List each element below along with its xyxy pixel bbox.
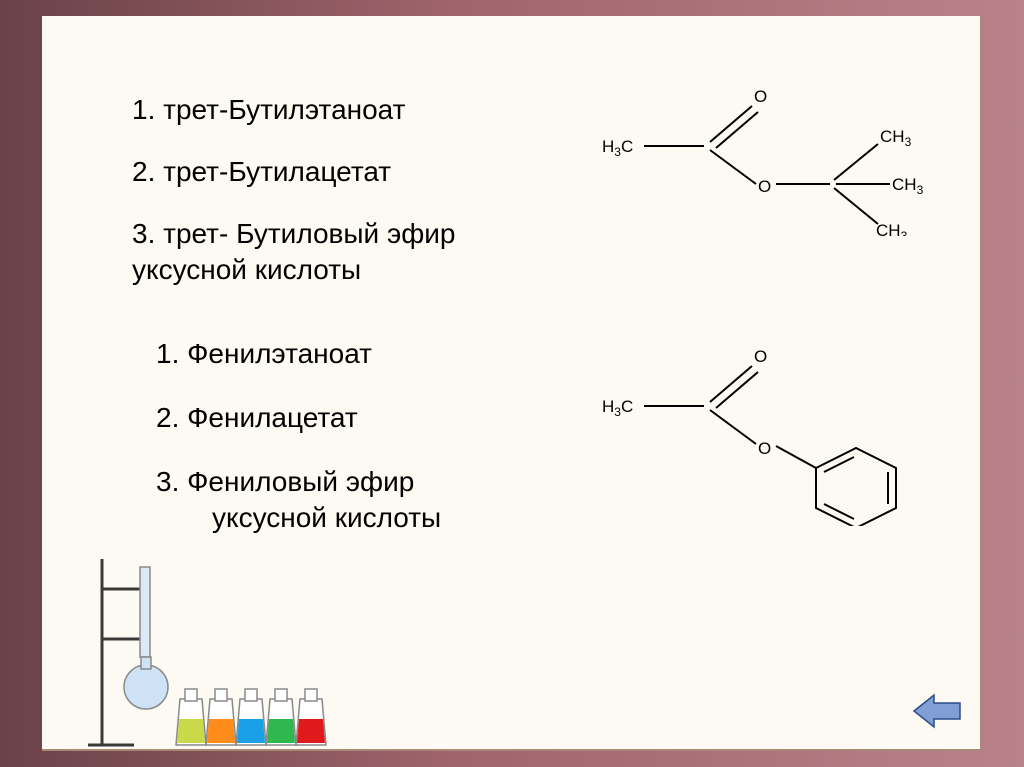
svg-text:O: O: [758, 439, 771, 458]
structure-tert-butyl-acetate: H3C O O CH3 CH3 CH3: [592, 76, 932, 236]
svg-text:H3C: H3C: [602, 397, 633, 419]
svg-text:O: O: [758, 177, 771, 196]
s1-line2: 2. трет-Бутилацетат: [132, 156, 391, 188]
s2-line3b: уксусной кислоты: [212, 502, 441, 534]
svg-text:CH3: CH3: [892, 175, 924, 197]
content-panel: 1. трет-Бутилэтаноат 2. трет-Бутилацетат…: [42, 16, 982, 751]
s1-line3b: уксусной кислоты: [132, 254, 361, 286]
s2-line3a: 3. Фениловый эфир: [156, 466, 414, 498]
nav-back-arrow-icon[interactable]: [910, 689, 964, 733]
svg-text:O: O: [754, 347, 767, 366]
flask-apparatus: [84, 549, 344, 749]
svg-text:H3C: H3C: [602, 137, 633, 159]
s2-line2: 2. Фенилацетат: [156, 402, 358, 434]
svg-text:O: O: [754, 87, 767, 106]
structure-phenyl-acetate: H3C O O: [592, 336, 952, 526]
svg-text:CH3: CH3: [876, 221, 908, 236]
s1-line3a: 3. трет- Бутиловый эфир: [132, 218, 456, 250]
s1-line1: 1. трет-Бутилэтаноат: [132, 94, 405, 126]
s2-line1: 1. Фенилэтаноат: [156, 338, 372, 370]
svg-text:CH3: CH3: [880, 127, 912, 149]
slide: 1. трет-Бутилэтаноат 2. трет-Бутилацетат…: [0, 0, 1024, 767]
